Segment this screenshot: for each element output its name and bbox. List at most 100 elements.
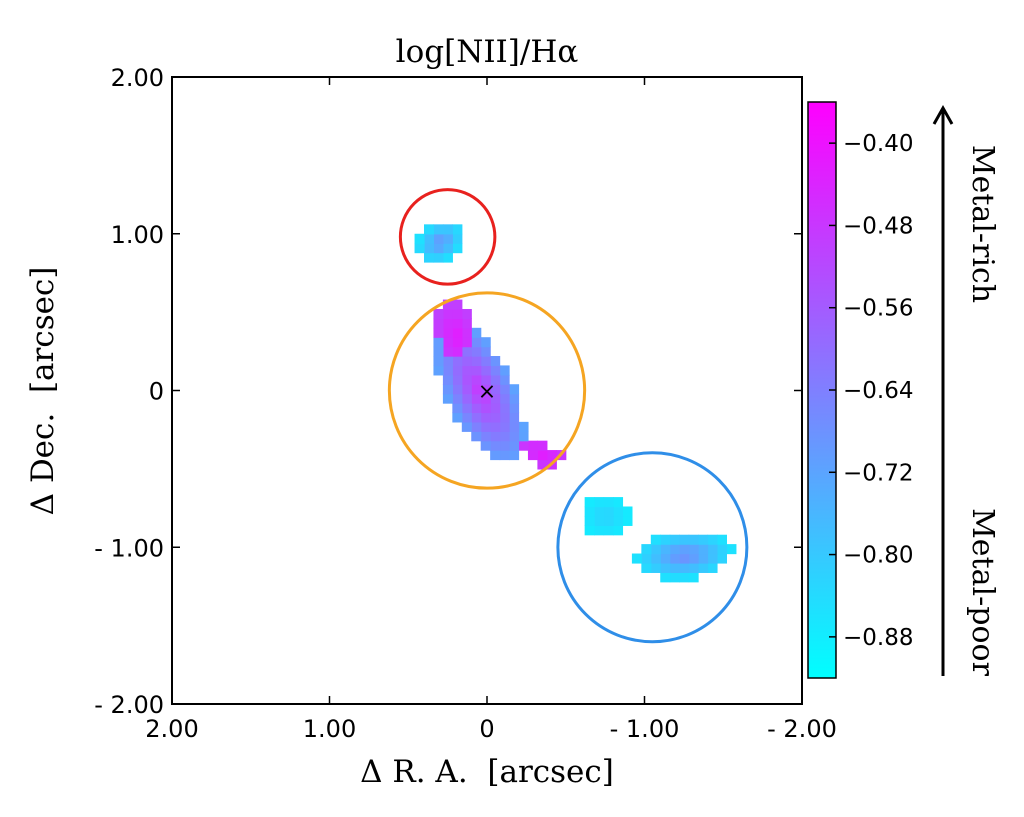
heatmap-pixel — [669, 544, 680, 555]
heatmap-pixel — [442, 252, 453, 263]
heatmap-pixel — [650, 562, 661, 573]
heatmap-pixel — [471, 374, 482, 385]
heatmap-pixel — [509, 412, 520, 423]
heatmap-pixel — [631, 553, 642, 564]
heatmap-pixel — [490, 374, 501, 385]
heatmap-pixel — [461, 384, 472, 395]
heatmap-pixel — [452, 412, 463, 423]
heatmap-pixel — [603, 525, 614, 536]
heatmap-pixel — [452, 356, 463, 367]
heatmap-pixel — [669, 572, 680, 583]
heatmap-pixel — [669, 562, 680, 573]
heatmap-pixel — [509, 403, 520, 414]
heatmap-pixel — [688, 534, 699, 545]
heatmap-pixel — [442, 224, 453, 235]
heatmap-pixel — [424, 224, 435, 235]
heatmap-pixel — [480, 374, 491, 385]
heatmap-pixel — [499, 431, 510, 442]
colorbar-tick-label: −0.72 — [843, 460, 913, 486]
heatmap-pixel — [480, 384, 491, 395]
metal-rich-label: Metal-rich — [965, 145, 1000, 303]
heatmap-pixel — [452, 224, 463, 235]
heatmap-pixel — [452, 327, 463, 338]
heatmap-pixel — [471, 412, 482, 423]
heatmap-pixel — [679, 572, 690, 583]
heatmap-pixel — [594, 525, 605, 536]
heatmap-pixel — [594, 515, 605, 526]
x-tick-label: 1.00 — [303, 715, 356, 743]
y-axis-label: Δ Dec. [arcsec] — [25, 267, 61, 516]
heatmap-pixel — [480, 365, 491, 376]
heatmap-pixel — [726, 544, 737, 555]
heatmap-pixel — [442, 356, 453, 367]
heatmap-pixel — [442, 233, 453, 244]
heatmap-pixel — [660, 534, 671, 545]
heatmap-pixel — [622, 506, 633, 517]
heatmap-pixel — [527, 440, 538, 451]
heatmap-pixel — [452, 318, 463, 329]
y-tick-label: - 2.00 — [94, 691, 164, 719]
heatmap-pixel — [471, 384, 482, 395]
heatmap-pixel — [442, 384, 453, 395]
heatmap-pixel — [499, 403, 510, 414]
heatmap-pixel — [669, 534, 680, 545]
heatmap-pixel — [698, 534, 709, 545]
heatmap-pixel — [518, 440, 529, 451]
heatmap-pixel — [461, 393, 472, 404]
heatmap-pixel — [461, 421, 472, 432]
heatmap-pixel — [452, 243, 463, 254]
heatmap-pixel — [490, 431, 501, 442]
heatmap-pixel — [452, 374, 463, 385]
heatmap-pixel — [537, 459, 548, 470]
heatmap-pixel — [499, 365, 510, 376]
colorbar-tick-label: −0.48 — [843, 213, 913, 239]
heatmap-pixel — [688, 553, 699, 564]
heatmap-pixel — [480, 346, 491, 357]
heatmap-pixel — [707, 534, 718, 545]
heatmap-pixel — [613, 525, 624, 536]
heatmap-pixel — [471, 421, 482, 432]
heatmap-pixel — [716, 544, 727, 555]
heatmap-pixel — [613, 515, 624, 526]
heatmap-pixel — [527, 450, 538, 461]
heatmap-pixel — [509, 393, 520, 404]
x-tick-label: - 2.00 — [767, 715, 837, 743]
heatmap-pixel — [679, 553, 690, 564]
colorbar-tick-label: −0.80 — [843, 543, 913, 569]
heatmap-pixel — [688, 544, 699, 555]
heatmap-pixel — [509, 421, 520, 432]
heatmap-pixel — [442, 327, 453, 338]
heatmap-pixel — [414, 243, 425, 254]
heatmap-pixel — [499, 421, 510, 432]
colorbar-tick-label: −0.40 — [843, 131, 913, 157]
heatmap-pixel — [433, 346, 444, 357]
heatmap-pixel — [480, 393, 491, 404]
heatmap-pixel — [584, 515, 595, 526]
heatmap-pixel — [442, 337, 453, 348]
heatmap-pixel — [433, 327, 444, 338]
heatmap-pixel — [509, 440, 520, 451]
heatmap-pixel — [509, 384, 520, 395]
heatmap-pixel — [707, 562, 718, 573]
heatmap-pixel — [480, 421, 491, 432]
heatmap-pixel — [471, 403, 482, 414]
heatmap-pixel — [424, 243, 435, 254]
region-circle — [387, 291, 587, 490]
heatmap-pixel — [688, 572, 699, 583]
heatmap-pixel — [452, 346, 463, 357]
heatmap-pixel — [660, 562, 671, 573]
y-tick-label: 0 — [149, 378, 164, 406]
heatmap-pixel — [490, 412, 501, 423]
heatmap-pixel — [518, 431, 529, 442]
heatmap-pixel — [452, 393, 463, 404]
heatmap-pixel — [433, 356, 444, 367]
heatmap-pixel — [660, 572, 671, 583]
heatmap-pixel — [584, 525, 595, 536]
colorbar-ticks: −0.40 −0.48 −0.56 −0.64 −0.72 −0.80 −0.88 — [829, 131, 913, 651]
heatmap-pixel — [471, 365, 482, 376]
heatmap-pixel — [546, 450, 557, 461]
heatmap-pixel — [490, 356, 501, 367]
metallicity-arrowhead — [932, 104, 954, 125]
heatmap-pixel — [461, 403, 472, 414]
heatmap-pixel — [433, 243, 444, 254]
